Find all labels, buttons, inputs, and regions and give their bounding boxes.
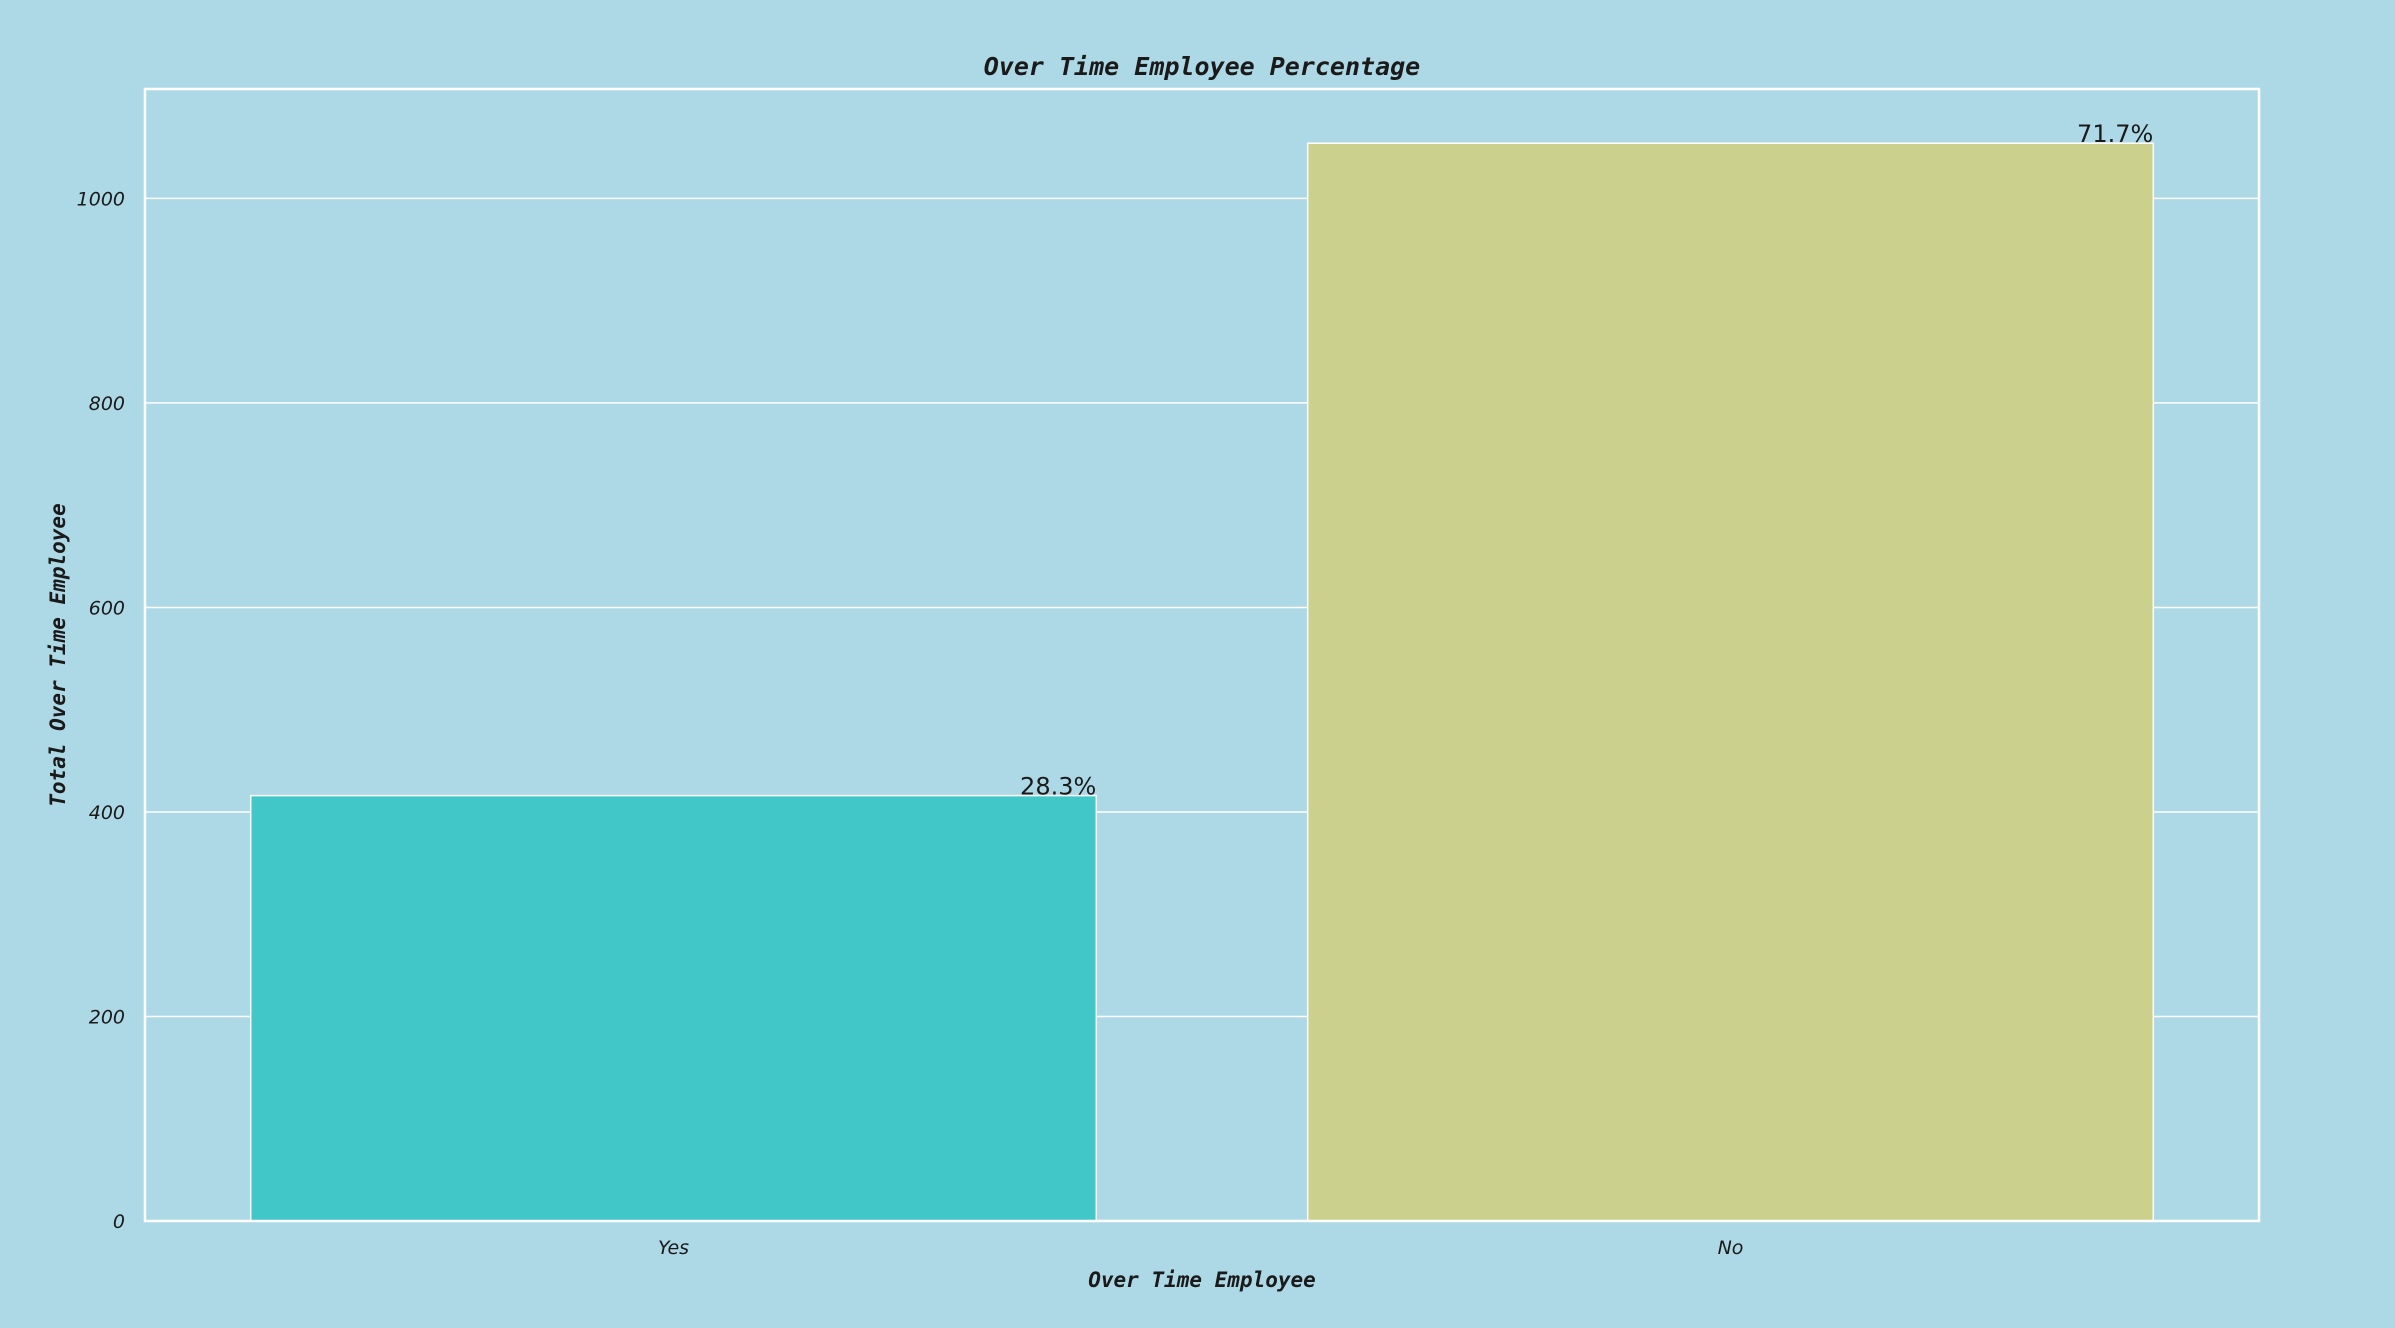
data-labels: 28.3% 71.7% — [1020, 120, 2153, 800]
bars — [249, 142, 2155, 1222]
y-tick-labels: 0 200 400 600 800 1000 — [77, 188, 125, 1233]
y-tick-label: 400 — [89, 802, 125, 824]
x-tick-label: No — [1718, 1237, 1744, 1259]
data-label: 28.3% — [1020, 773, 1096, 801]
y-tick-label: 1000 — [77, 188, 125, 210]
bar-no — [1306, 142, 2155, 1222]
y-tick-label: 600 — [89, 597, 125, 619]
y-tick-label: 200 — [89, 1006, 125, 1028]
chart-title: Over Time Employee Percentage — [984, 52, 1421, 81]
data-label: 71.7% — [2077, 120, 2153, 148]
plot-frame — [143, 87, 2261, 1223]
y-axis-label: Total Over Time Employee — [46, 503, 70, 806]
bar-yes — [249, 794, 1098, 1222]
y-tick-label: 0 — [113, 1211, 125, 1233]
x-axis-label: Over Time Employee — [1088, 1268, 1316, 1292]
x-tick-label: Yes — [658, 1237, 689, 1259]
x-tick-labels: Yes No — [658, 1237, 1743, 1259]
y-tick-label: 800 — [89, 393, 125, 415]
